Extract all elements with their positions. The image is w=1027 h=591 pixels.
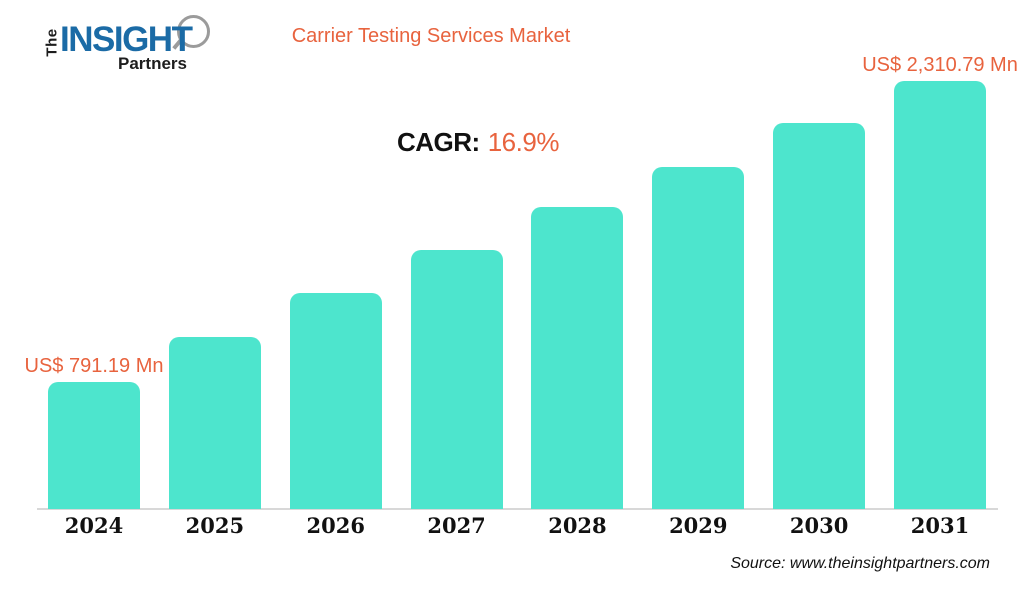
logo-insight-text: INSIGHT [60, 20, 193, 59]
bar-2030 [773, 123, 866, 509]
logo-partners-text: Partners [118, 54, 187, 73]
chart-title: Carrier Testing Services Market [291, 25, 571, 47]
bar-2026 [289, 293, 382, 509]
bar-2031 [894, 81, 987, 509]
magnifier-icon [177, 15, 210, 48]
cagr-label: CAGR: [397, 127, 480, 157]
x-axis-line [37, 508, 998, 510]
bar-2028 [531, 207, 624, 509]
x-axis-label-2029: 2029 [669, 513, 728, 538]
bar-2029 [652, 167, 745, 509]
x-axis-label-2025: 2025 [185, 513, 245, 538]
cagr-value: 16.9% [487, 127, 560, 157]
x-axis-label-2030: 2030 [789, 513, 849, 538]
cagr-annotation: CAGR: 16.9% [397, 127, 559, 158]
x-axis-label-2028: 2028 [548, 513, 607, 538]
bar-2025 [168, 337, 261, 509]
bar-2024 [48, 382, 140, 509]
x-axis-label-2026: 2026 [306, 513, 365, 538]
x-axis-label-2024: 2024 [64, 513, 124, 538]
value-label-2031: US$ 2,310.79 Mn [862, 54, 1018, 76]
source-text: Source: www.theinsightpartners.com [730, 555, 990, 572]
insight-partners-logo: The INSIGHT Partners [22, 6, 210, 73]
x-axis-label-2027: 2027 [427, 513, 486, 538]
x-axis-label-2031: 2031 [910, 513, 970, 538]
value-label-2024: US$ 791.19 Mn [24, 355, 164, 377]
bar-2027 [410, 250, 503, 509]
